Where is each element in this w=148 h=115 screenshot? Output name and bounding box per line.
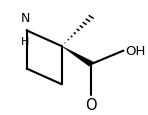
- Polygon shape: [62, 47, 93, 67]
- Text: N: N: [21, 12, 30, 25]
- Text: H: H: [21, 25, 29, 46]
- Text: OH: OH: [125, 45, 145, 58]
- Text: O: O: [85, 97, 97, 112]
